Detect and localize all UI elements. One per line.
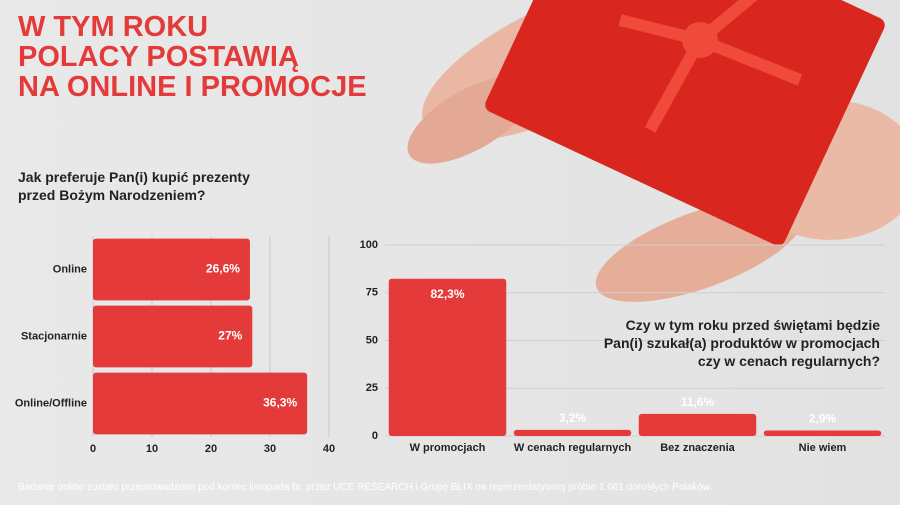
x-tick-label: 30 (264, 443, 276, 455)
y-tick-label: Stacjonarnie (21, 330, 87, 342)
value-label: 27% (218, 329, 242, 343)
value-label: 26,6% (206, 262, 240, 276)
chart-question: Jak preferuje Pan(i) kupić prezenty prze… (18, 169, 250, 203)
title-line: W TYM ROKU (18, 11, 209, 43)
value-label: 11,6% (681, 395, 715, 409)
x-tick-label: Bez znaczenia (660, 442, 735, 454)
hand-photo (407, 0, 900, 302)
bar (763, 430, 882, 436)
x-tick-label: 40 (323, 443, 335, 455)
x-tick-label: W promocjach (410, 442, 486, 454)
x-tick-label: W cenach regularnych (514, 442, 632, 454)
y-tick-label: 100 (360, 239, 378, 251)
value-label: 2,9% (809, 412, 837, 426)
value-label: 3,2% (559, 411, 587, 425)
footnote: Badanie online zostało przeprowadzone po… (18, 482, 713, 493)
bar (388, 278, 507, 436)
y-tick-label: Online/Offline (15, 397, 87, 409)
x-tick-label: Nie wiem (799, 442, 847, 454)
y-tick-label: Online (53, 263, 87, 275)
bar (638, 413, 757, 436)
value-label: 36,3% (263, 396, 297, 410)
bar (513, 429, 632, 436)
bar (93, 238, 250, 301)
bar (93, 305, 253, 368)
x-tick-label: 20 (205, 443, 217, 455)
y-tick-label: 75 (366, 287, 378, 299)
value-label: 82,3% (430, 287, 464, 301)
bar (93, 372, 308, 435)
chart-question: Czy w tym roku przed świętami będzie Pan… (603, 317, 880, 369)
title-line: NA ONLINE I PROMOCJE (18, 71, 367, 103)
title: W TYM ROKU POLACY POSTAWIĄ NA ONLINE I PRO… (18, 12, 367, 102)
title-line: POLACY POSTAWIĄ (18, 41, 299, 73)
x-tick-label: 0 (90, 443, 96, 455)
y-tick-label: 0 (372, 430, 378, 442)
y-tick-label: 50 (366, 334, 378, 346)
x-tick-label: 10 (146, 443, 158, 455)
y-tick-label: 25 (366, 382, 378, 394)
